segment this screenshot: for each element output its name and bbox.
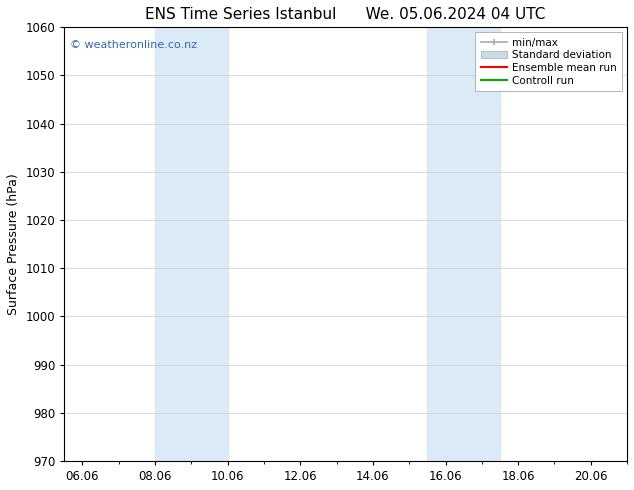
Bar bbox=[427, 27, 500, 461]
Text: © weatheronline.co.nz: © weatheronline.co.nz bbox=[70, 40, 197, 50]
Legend: min/max, Standard deviation, Ensemble mean run, Controll run: min/max, Standard deviation, Ensemble me… bbox=[476, 32, 622, 91]
Y-axis label: Surface Pressure (hPa): Surface Pressure (hPa) bbox=[7, 173, 20, 315]
Bar bbox=[155, 27, 228, 461]
Title: ENS Time Series Istanbul      We. 05.06.2024 04 UTC: ENS Time Series Istanbul We. 05.06.2024 … bbox=[145, 7, 546, 22]
